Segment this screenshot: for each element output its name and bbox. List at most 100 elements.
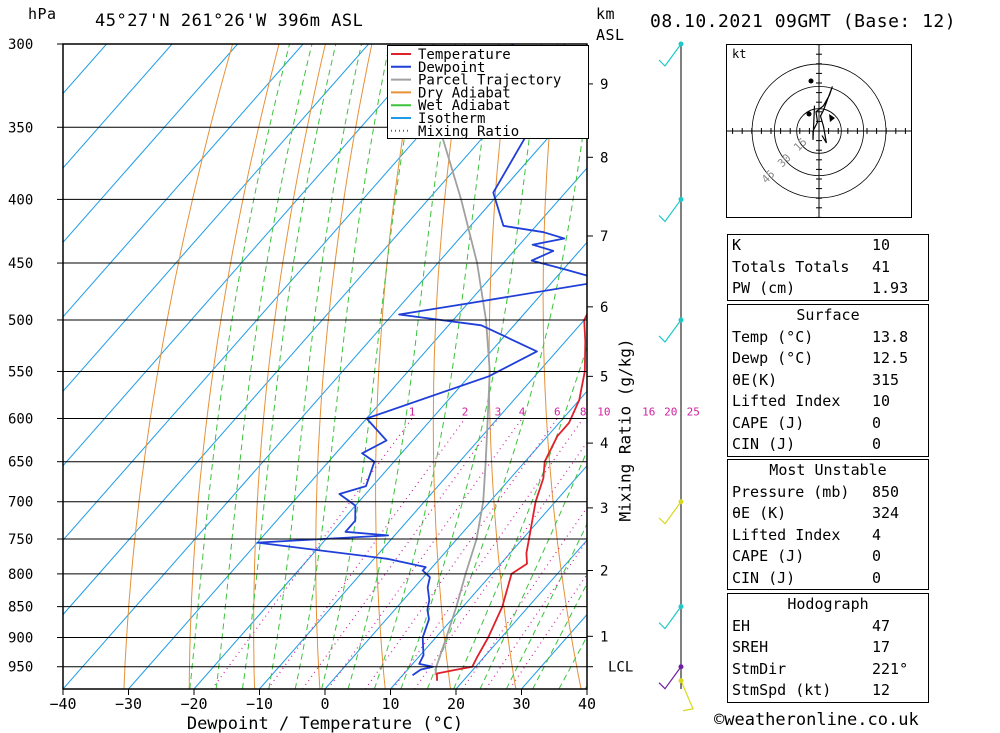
isotherm-line	[193, 241, 587, 689]
mixing-ratio-label: 8	[580, 405, 587, 418]
wind-barb	[658, 199, 682, 223]
pressure-tick-label: 350	[8, 120, 33, 136]
stat-row: PW (cm) 1.93	[728, 278, 928, 300]
x-tick-label: −20	[180, 695, 207, 713]
hodograph-unit-label: kt	[732, 47, 746, 61]
hodograph-ring	[751, 63, 887, 199]
x-axis-title: Dewpoint / Temperature (°C)	[187, 714, 463, 733]
dry-adiabat-line	[646, 44, 712, 689]
stats-top-table: K 10 Totals Totals 41 PW (cm) 1.93	[727, 234, 929, 301]
stat-value: 0	[872, 435, 882, 453]
stat-label: Dewp (°C)	[732, 349, 814, 367]
isotherm-line	[63, 44, 304, 318]
stat-row: EH 47	[728, 616, 928, 638]
mixing-ratio-label: 25	[687, 405, 700, 418]
hodograph-trace	[812, 86, 833, 144]
stat-value: 0	[872, 547, 882, 565]
wet-adiabat-line	[215, 44, 313, 689]
legend-label: Wet Adiabat	[418, 98, 511, 114]
wet-adiabat-line	[373, 44, 496, 689]
pressure-tick-label: 650	[8, 455, 33, 471]
stat-value: 1.93	[872, 279, 909, 297]
pressure-tick-label: 600	[8, 411, 33, 427]
legend-label: Temperature	[418, 47, 511, 63]
isotherm-line	[63, 44, 173, 169]
x-tick-label: 0	[320, 695, 329, 713]
stat-row: StmDir 221°	[728, 659, 928, 681]
stat-value: 12	[872, 681, 891, 699]
pressure-tick-label: 750	[8, 532, 33, 548]
dry-adiabat-line	[929, 44, 1000, 689]
stat-value: 17	[872, 638, 891, 656]
isotherm-line	[63, 44, 500, 541]
stats-surface-table: Surface Temp (°C) 13.8 Dewp (°C) 12.5 θE(K) 31…	[727, 304, 929, 457]
legend-label: Dry Adiabat	[418, 85, 511, 101]
km-tick-label: 6	[600, 300, 608, 316]
wet-adiabat-line	[189, 44, 290, 689]
mixing-ratio-line	[211, 418, 413, 689]
stat-label: PW (cm)	[732, 279, 796, 297]
hodograph-ring-label: 30	[775, 151, 794, 170]
stat-value: 41	[872, 257, 891, 276]
mixing-ratio-line	[267, 418, 466, 689]
x-tick-label: 40	[578, 695, 596, 713]
stat-value: 13.8	[872, 327, 909, 346]
km-tick-label: 2	[600, 563, 608, 579]
stat-value: 47	[872, 616, 891, 635]
stat-value: 10	[872, 236, 891, 254]
mixing-ratio-label: 10	[597, 405, 610, 418]
wet-adiabat-line	[426, 101, 587, 689]
stat-row: CAPE (J) 0	[728, 413, 928, 435]
mixing-ratio-label: 16	[642, 405, 655, 418]
legend-label: Dewpoint	[418, 60, 485, 76]
pressure-tick-label: 950	[8, 660, 33, 676]
stat-value: 324	[872, 504, 900, 522]
mixing-ratio-label: 20	[664, 405, 677, 418]
pressure-tick-label: 900	[8, 631, 33, 647]
hodograph-storm-marker	[806, 111, 812, 117]
isotherm-line	[63, 92, 587, 689]
pressure-tick-label: 700	[8, 495, 33, 511]
stat-value: 221°	[872, 659, 909, 678]
x-tick-label: 10	[381, 695, 399, 713]
stat-row: Pressure (mb) 850	[728, 482, 928, 504]
stat-value: 0	[872, 568, 882, 587]
x-tick-label: −40	[49, 695, 76, 713]
pressure-tick-label: 300	[8, 37, 33, 53]
stat-value: 0	[872, 413, 882, 432]
stat-label: CAPE (J)	[732, 413, 805, 432]
datetime-title: 08.10.2021 09GMT (Base: 12)	[650, 11, 957, 32]
isotherm-line	[259, 316, 587, 689]
wet-adiabat-line	[479, 449, 587, 689]
isotherm-line	[63, 44, 369, 393]
stat-label: Lifted Index	[732, 525, 841, 544]
hodograph-ring-label: 45	[759, 167, 778, 186]
pressure-unit-label: hPa	[28, 5, 57, 23]
stat-label: StmDir	[732, 659, 787, 678]
mixing-ratio-label: 3	[495, 405, 502, 418]
wet-adiabat-line	[268, 44, 362, 689]
hodograph-arrowhead	[829, 114, 835, 122]
stat-label: K	[732, 236, 742, 254]
mixing-ratio-label: 4	[519, 405, 526, 418]
mixing-ratio-label: 2	[462, 405, 469, 418]
dry-adiabat-line	[123, 44, 234, 689]
isotherm-line	[63, 44, 435, 467]
x-tick-label: −30	[115, 695, 142, 713]
wind-barb	[658, 606, 682, 630]
wet-adiabat-line	[294, 44, 390, 689]
mixing-ratio-label: 1	[409, 405, 416, 418]
dry-adiabat-line	[488, 44, 517, 689]
x-tick-label: −10	[246, 695, 273, 713]
legend-label: Isotherm	[418, 111, 485, 127]
stat-label: EH	[732, 616, 751, 635]
isotherm-line	[324, 390, 587, 689]
stat-row: CIN (J) 0	[728, 434, 928, 456]
wind-barb	[680, 680, 694, 712]
stat-row: K 10	[728, 235, 928, 257]
stat-section-title: Surface	[796, 306, 860, 324]
asl-label: ASL	[596, 26, 625, 44]
wet-adiabat-line	[400, 44, 543, 689]
